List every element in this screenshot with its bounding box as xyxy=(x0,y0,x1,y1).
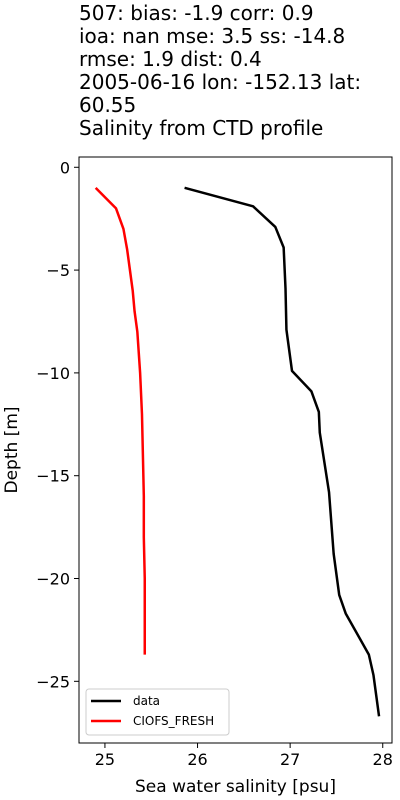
legend: data CIOFS_FRESH xyxy=(85,688,230,736)
y-tick-label: −5 xyxy=(46,261,70,280)
x-axis-label: Sea water salinity [psu] xyxy=(135,777,336,797)
chart-title: 507: bias: -1.9 corr: 0.9 ioa: nan mse: … xyxy=(79,2,397,140)
x-axis-ticks: 25 26 27 28 xyxy=(95,743,393,769)
y-tick-label: −20 xyxy=(36,570,70,589)
legend-label-ciofs-fresh: CIOFS_FRESH xyxy=(133,714,214,728)
y-tick-label: −25 xyxy=(36,672,70,691)
title-line-3: rmse: 1.9 dist: 0.4 xyxy=(79,47,262,71)
x-tick-label: 28 xyxy=(373,750,393,769)
y-tick-label: −15 xyxy=(36,467,70,486)
y-tick-label: 0 xyxy=(60,158,70,177)
y-axis-label: Depth [m] xyxy=(2,406,22,493)
title-line-5: 60.55 xyxy=(79,93,137,117)
title-line-4: 2005-06-16 lon: -152.13 lat: xyxy=(79,70,362,94)
x-tick-label: 27 xyxy=(280,750,300,769)
series-line-ciofs-fresh xyxy=(94,186,146,655)
title-line-1: 507: bias: -1.9 corr: 0.9 xyxy=(79,1,314,25)
y-tick-label: −10 xyxy=(36,364,70,383)
title-line-6: Salinity from CTD profile xyxy=(79,116,324,140)
legend-label-data: data xyxy=(133,694,160,708)
y-axis-ticks: 0 −5 −10 −15 −20 −25 xyxy=(36,158,79,691)
plot-frame xyxy=(78,156,393,744)
title-line-2: ioa: nan mse: 3.5 ss: -14.8 xyxy=(79,24,346,48)
x-tick-label: 26 xyxy=(187,750,207,769)
series-line-data xyxy=(184,186,381,717)
legend-box xyxy=(85,688,230,736)
x-tick-label: 25 xyxy=(95,750,115,769)
series-layer xyxy=(94,186,381,717)
